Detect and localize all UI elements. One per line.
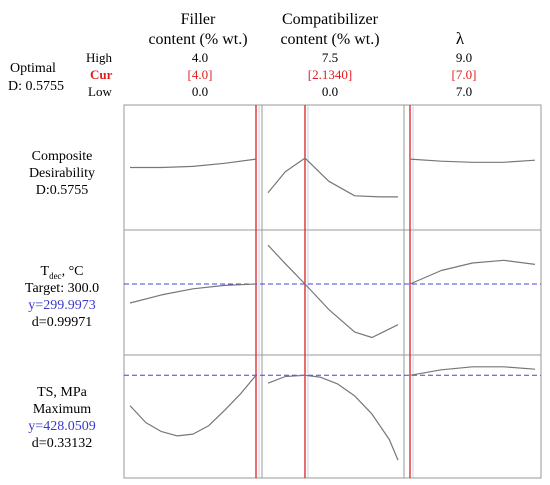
factor-3-cur: [7.0] xyxy=(452,67,477,82)
response-3-label-line1: TS, MPa xyxy=(37,385,88,400)
response-2-target: Target: 300.0 xyxy=(25,281,99,296)
factor-1-name-line2: content (% wt.) xyxy=(148,31,247,48)
response-1-curve-factor-2 xyxy=(267,157,398,198)
response-2-y-value: y=299.9973 xyxy=(28,298,95,313)
row-label-high: High xyxy=(86,50,113,65)
response-1-label-line1: Composite xyxy=(32,149,93,164)
response-2-curve-factor-3 xyxy=(409,259,536,285)
response-2-curve-factor-2 xyxy=(267,244,399,339)
panel-border-r3-c3 xyxy=(403,354,542,479)
response-2-curve-factor-1 xyxy=(129,283,257,304)
optimal-d-value: D: 0.5755 xyxy=(8,79,64,94)
response-3-y-value: y=428.0509 xyxy=(28,419,95,434)
response-2-label-line1: Tdec, °C xyxy=(41,264,84,281)
response-1-label-line3: D:0.5755 xyxy=(36,183,89,198)
response-3-curve-factor-3 xyxy=(409,366,536,376)
factor-1-low: 0.0 xyxy=(192,84,208,99)
response-2-d-value: d=0.99971 xyxy=(32,315,92,330)
panel-border-r1-c3 xyxy=(403,104,542,231)
factor-1-cur: [4.0] xyxy=(188,67,213,82)
factor-2-cur: [2.1340] xyxy=(308,67,352,82)
factor-1-high: 4.0 xyxy=(192,50,208,65)
factor-1-name-line1: Filler xyxy=(181,11,216,28)
factor-2-name-line2: content (% wt.) xyxy=(280,31,379,48)
panel-border-r2-c2 xyxy=(261,229,405,356)
response-1-curve-factor-1 xyxy=(130,158,257,169)
response-3-goal: Maximum xyxy=(33,402,91,417)
panel-border-r3-c1 xyxy=(123,354,263,479)
factor-3-name: λ xyxy=(456,29,465,48)
profiler-panels xyxy=(123,104,542,479)
response-1-curve-factor-3 xyxy=(409,158,536,163)
factor-3-low: 7.0 xyxy=(456,84,472,99)
factor-3-high: 9.0 xyxy=(456,50,472,65)
row-label-low: Low xyxy=(88,84,112,99)
panel-border-r1-c2 xyxy=(261,104,405,231)
response-3-curve-factor-1 xyxy=(129,374,257,437)
response-1-label-line2: Desirability xyxy=(29,166,95,181)
optimal-label: Optimal xyxy=(10,61,56,76)
response-3-d-value: d=0.33132 xyxy=(32,436,92,451)
panel-border-r2-c1 xyxy=(123,229,263,356)
factor-2-high: 7.5 xyxy=(322,50,338,65)
panel-border-r3-c2 xyxy=(261,354,405,479)
factor-2-name-line1: Compatibilizer xyxy=(282,11,379,28)
factor-2-low: 0.0 xyxy=(322,84,338,99)
response-3-curve-factor-2 xyxy=(267,374,399,461)
panel-border-r2-c3 xyxy=(403,229,542,356)
row-label-cur: Cur xyxy=(90,67,113,82)
